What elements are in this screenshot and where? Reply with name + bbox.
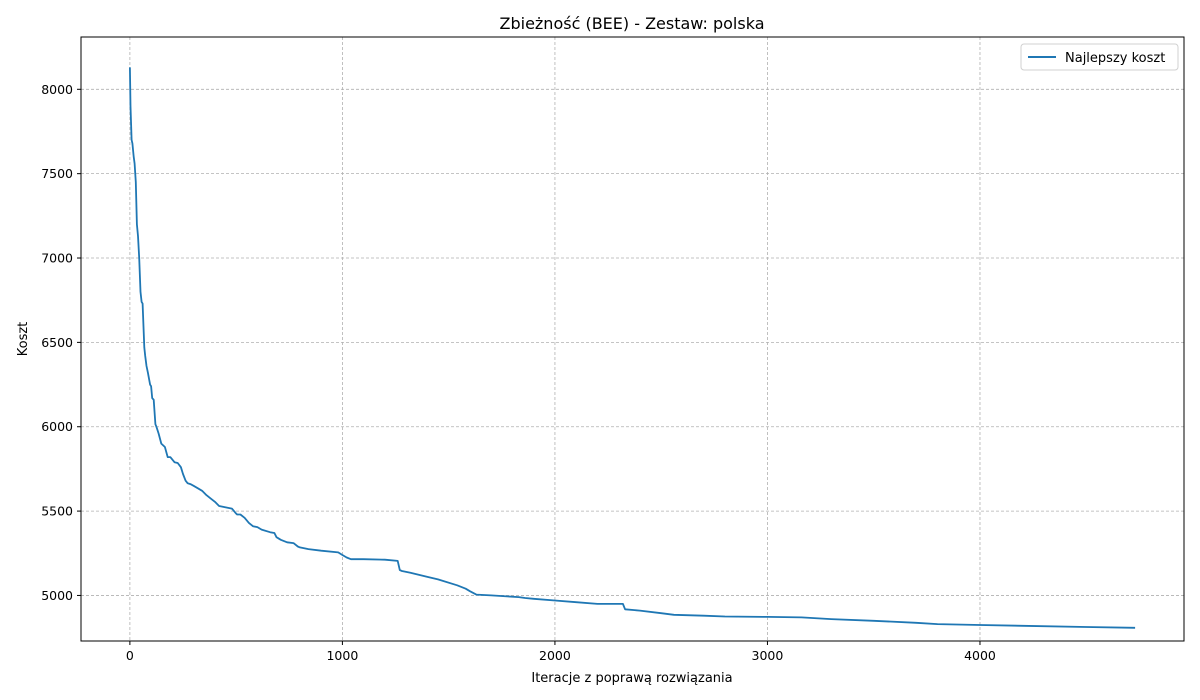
y-tick-label: 5500 (41, 504, 73, 519)
plot-area-frame (80, 36, 1185, 642)
y-tick-label: 6000 (41, 419, 73, 434)
y-axis-label: Koszt (16, 322, 31, 357)
y-tick-label: 5000 (41, 588, 73, 603)
legend-label: Najlepszy koszt (1065, 51, 1165, 66)
legend-box (1020, 43, 1179, 71)
tick-layer: 0 1000 2000 3000 4000 5000 5500 6000 6500 7000 750… (41, 82, 996, 663)
x-tick-label: 1000 (326, 648, 358, 663)
series-line-najlepszy-koszt (129, 67, 1136, 629)
series-layer (129, 67, 1136, 629)
x-tick-label: 4000 (964, 648, 996, 663)
chart-title: Zbieżność (BEE) - Zestaw: polska (500, 14, 765, 33)
x-axis-label: Iteracje z poprawą rozwiązania (531, 671, 732, 686)
x-tick-label: 2000 (539, 648, 571, 663)
y-tick-label: 6500 (41, 335, 73, 350)
grid-layer (81, 37, 1184, 641)
y-tick-label: 7000 (41, 251, 73, 266)
y-tick-label: 8000 (41, 82, 73, 97)
x-tick-label: 3000 (752, 648, 784, 663)
x-tick-label: 0 (126, 648, 134, 663)
y-tick-label: 7500 (41, 166, 73, 181)
legend: Najlepszy koszt (1020, 43, 1179, 71)
